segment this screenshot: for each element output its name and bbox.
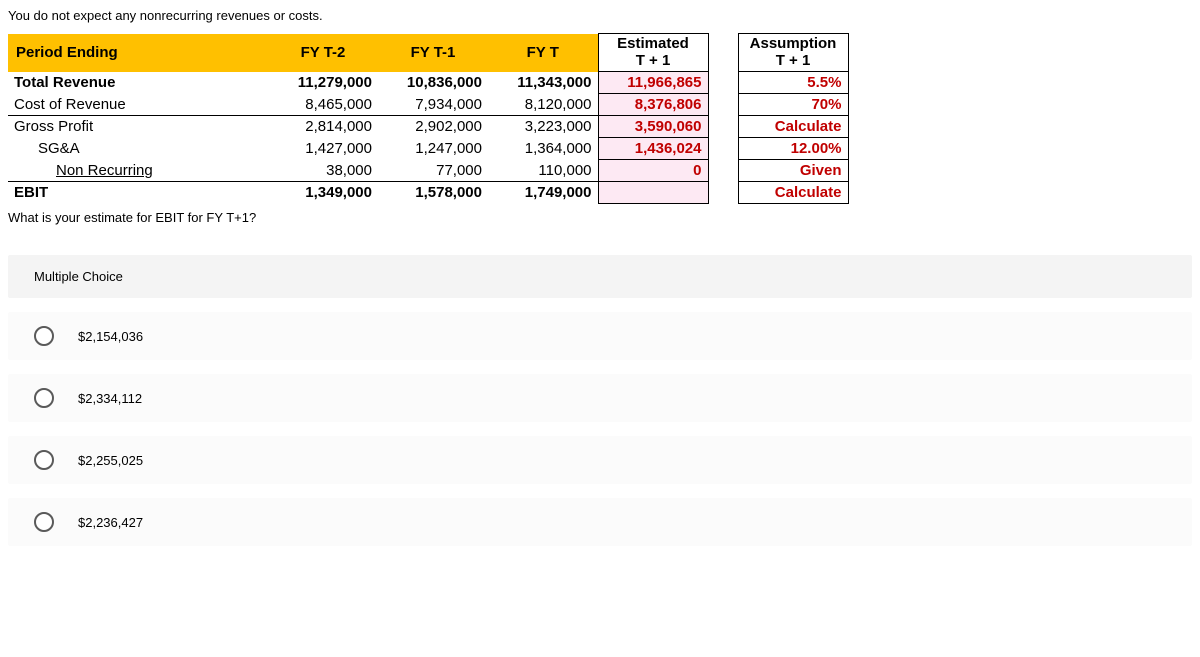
val-t0: 1,749,000 <box>488 182 598 204</box>
label: Cost of Revenue <box>8 94 268 116</box>
val-assum: Calculate <box>738 116 848 138</box>
radio-icon[interactable] <box>34 512 54 532</box>
val-t0: 8,120,000 <box>488 94 598 116</box>
val-t2: 1,427,000 <box>268 138 378 160</box>
val-assum: Given <box>738 160 848 182</box>
val-t0: 3,223,000 <box>488 116 598 138</box>
row-ebit: EBIT 1,349,000 1,578,000 1,749,000 Calcu… <box>8 182 848 204</box>
val-assum: 70% <box>738 94 848 116</box>
col-t0: FY T <box>488 34 598 72</box>
col-assumption: AssumptionT + 1 <box>738 34 848 72</box>
choice-label: $2,154,036 <box>78 329 143 344</box>
val-est: 11,966,865 <box>598 72 708 94</box>
row-cost-revenue: Cost of Revenue 8,465,000 7,934,000 8,12… <box>8 94 848 116</box>
val-est: 1,436,024 <box>598 138 708 160</box>
row-gross-profit: Gross Profit 2,814,000 2,902,000 3,223,0… <box>8 116 848 138</box>
row-sga: SG&A 1,427,000 1,247,000 1,364,000 1,436… <box>8 138 848 160</box>
financial-table: Period Ending FY T-2 FY T-1 FY T Estimat… <box>8 33 849 204</box>
col-estimated: EstimatedT + 1 <box>598 34 708 72</box>
table-header-row: Period Ending FY T-2 FY T-1 FY T Estimat… <box>8 34 848 72</box>
row-total-revenue: Total Revenue 11,279,000 10,836,000 11,3… <box>8 72 848 94</box>
val-t1: 1,578,000 <box>378 182 488 204</box>
choice-option[interactable]: $2,154,036 <box>8 312 1192 360</box>
label: Non Recurring <box>8 160 268 182</box>
multiple-choice-header: Multiple Choice <box>8 255 1192 298</box>
val-t1: 10,836,000 <box>378 72 488 94</box>
val-t1: 7,934,000 <box>378 94 488 116</box>
val-est <box>598 182 708 204</box>
val-assum: 12.00% <box>738 138 848 160</box>
val-t0: 1,364,000 <box>488 138 598 160</box>
label: Total Revenue <box>8 72 268 94</box>
val-assum: Calculate <box>738 182 848 204</box>
choice-option[interactable]: $2,334,112 <box>8 374 1192 422</box>
choice-label: $2,334,112 <box>78 391 142 406</box>
label: SG&A <box>8 138 268 160</box>
val-t0: 11,343,000 <box>488 72 598 94</box>
intro-text: You do not expect any nonrecurring reven… <box>8 8 1192 23</box>
radio-icon[interactable] <box>34 388 54 408</box>
val-est: 8,376,806 <box>598 94 708 116</box>
val-t2: 38,000 <box>268 160 378 182</box>
choice-option[interactable]: $2,255,025 <box>8 436 1192 484</box>
val-t2: 2,814,000 <box>268 116 378 138</box>
radio-icon[interactable] <box>34 326 54 346</box>
col-t2: FY T-2 <box>268 34 378 72</box>
val-t1: 1,247,000 <box>378 138 488 160</box>
val-t2: 8,465,000 <box>268 94 378 116</box>
val-t0: 110,000 <box>488 160 598 182</box>
col-t1: FY T-1 <box>378 34 488 72</box>
col-period: Period Ending <box>8 34 268 72</box>
label: EBIT <box>8 182 268 204</box>
choice-option[interactable]: $2,236,427 <box>8 498 1192 546</box>
choice-label: $2,255,025 <box>78 453 143 468</box>
val-est: 0 <box>598 160 708 182</box>
choice-label: $2,236,427 <box>78 515 143 530</box>
radio-icon[interactable] <box>34 450 54 470</box>
val-t1: 2,902,000 <box>378 116 488 138</box>
label: Gross Profit <box>8 116 268 138</box>
question-text: What is your estimate for EBIT for FY T+… <box>8 210 1192 225</box>
val-t2: 11,279,000 <box>268 72 378 94</box>
val-est: 3,590,060 <box>598 116 708 138</box>
row-non-recurring: Non Recurring 38,000 77,000 110,000 0 Gi… <box>8 160 848 182</box>
val-t1: 77,000 <box>378 160 488 182</box>
val-t2: 1,349,000 <box>268 182 378 204</box>
val-assum: 5.5% <box>738 72 848 94</box>
